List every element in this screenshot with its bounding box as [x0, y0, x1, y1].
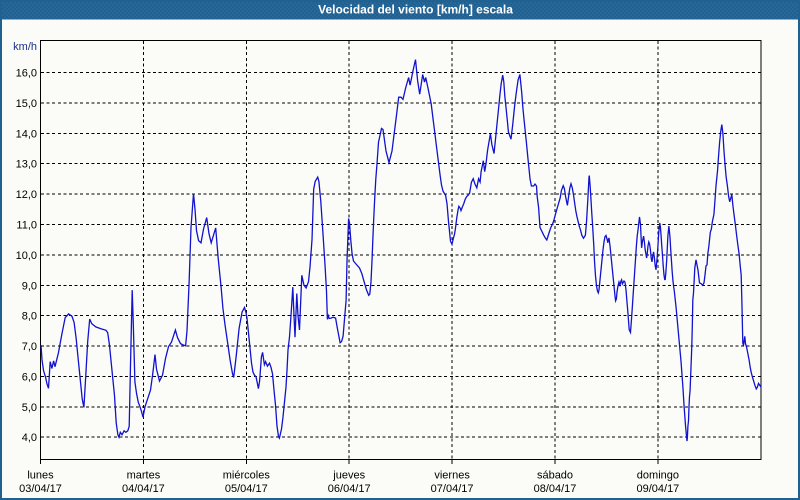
svg-text:domingo: domingo — [637, 470, 679, 482]
svg-text:07/04/17: 07/04/17 — [431, 483, 474, 495]
svg-text:6,0: 6,0 — [22, 371, 37, 383]
svg-text:11,0: 11,0 — [16, 220, 37, 232]
svg-text:km/h: km/h — [13, 41, 37, 53]
svg-text:jueves: jueves — [332, 470, 365, 482]
svg-text:Velocidad del viento [km/h] es: Velocidad del viento [km/h] escala — [318, 3, 513, 17]
svg-text:7,0: 7,0 — [22, 341, 37, 353]
svg-text:05/04/17: 05/04/17 — [225, 483, 268, 495]
svg-text:04/04/17: 04/04/17 — [122, 483, 165, 495]
svg-text:16,0: 16,0 — [16, 68, 37, 80]
svg-text:15,0: 15,0 — [16, 98, 37, 110]
svg-text:8,0: 8,0 — [22, 311, 37, 323]
svg-text:09/04/17: 09/04/17 — [636, 483, 679, 495]
svg-text:06/04/17: 06/04/17 — [328, 483, 371, 495]
svg-text:03/04/17: 03/04/17 — [19, 483, 62, 495]
svg-text:viernes: viernes — [434, 470, 470, 482]
svg-text:12,0: 12,0 — [16, 189, 37, 201]
svg-text:martes: martes — [127, 470, 161, 482]
svg-text:14,0: 14,0 — [16, 128, 37, 140]
svg-text:08/04/17: 08/04/17 — [534, 483, 577, 495]
svg-text:10,0: 10,0 — [16, 250, 37, 262]
svg-text:sábado: sábado — [537, 470, 573, 482]
svg-text:13,0: 13,0 — [16, 159, 37, 171]
svg-text:5,0: 5,0 — [22, 402, 37, 414]
svg-text:miércoles: miércoles — [223, 470, 271, 482]
svg-text:9,0: 9,0 — [22, 280, 37, 292]
svg-text:lunes: lunes — [27, 470, 54, 482]
svg-text:4,0: 4,0 — [22, 432, 37, 444]
